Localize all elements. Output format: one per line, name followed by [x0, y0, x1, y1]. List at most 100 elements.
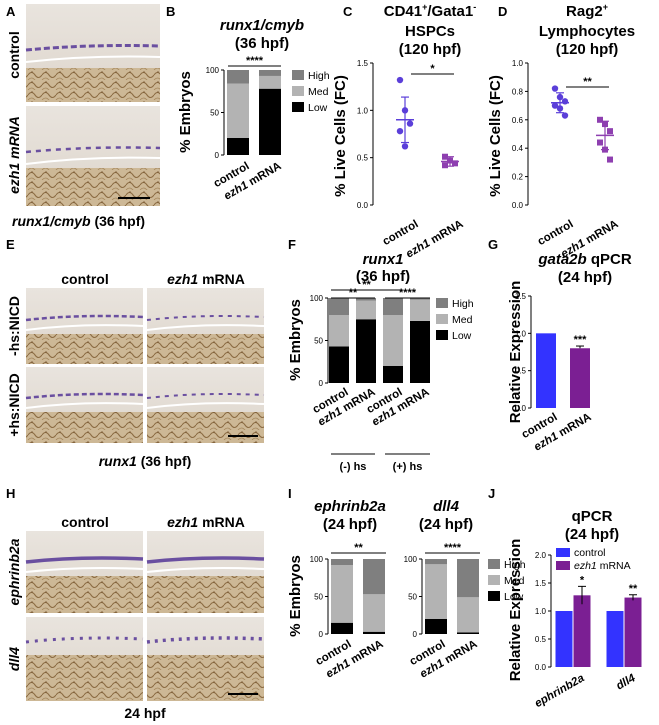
chart-i-legend-swatch-med: [488, 575, 500, 585]
chart-f-y-tick-label: 0: [319, 379, 324, 388]
chart-j-legend-label: control: [574, 547, 606, 559]
chart-i: ephrinb2a(24 hpf)dll4(24 hpf)% Embryos 05…: [287, 498, 526, 681]
chart-f-title: runx1: [363, 251, 404, 268]
chart-f-bar-high: [410, 298, 430, 300]
chart-b-bar-low: [227, 138, 249, 155]
chart-g-y-tick-label: 0.5: [515, 367, 527, 376]
chart-b-legend-label-low: Low: [308, 102, 328, 114]
chart-j-y-tick-label: 1.5: [535, 579, 547, 588]
chart-f-legend-label-med: Med: [452, 314, 473, 326]
panel-letter-c: C: [343, 4, 353, 19]
chart-d-y-tick-label: 0.6: [512, 116, 524, 125]
panel-e-row-label-minus: -hs:NICD: [6, 296, 22, 356]
chart-d-point: [597, 139, 603, 146]
chart-d-y-tick-label: 0.4: [512, 144, 524, 153]
chart-c-subtitle: HSPCs: [405, 23, 455, 40]
chart-i-0-bar-low: [363, 631, 385, 634]
chart-c-sig-label: *: [430, 63, 435, 75]
panel-a-row-label-ezh1: ezh1 mRNA: [6, 116, 22, 194]
chart-j-y-label: Relative Expression: [507, 539, 524, 682]
chart-i-1-bar-med: [425, 564, 447, 619]
chart-f-bar-high: [329, 298, 349, 315]
chart-j-y-tick-label: 1.0: [535, 607, 547, 616]
chart-i-legend-swatch-high: [488, 559, 500, 569]
chart-i-0-y-tick-label: 0: [319, 630, 324, 639]
panel-letter-h: H: [6, 486, 15, 501]
chart-i-1-y-tick-label: 50: [408, 593, 417, 602]
chart-f-group-label: (-) hs: [340, 461, 367, 473]
chart-i-title-1: dll4: [433, 498, 459, 515]
chart-j-subtitle: (24 hpf): [565, 526, 619, 543]
chart-i-subtitle-0: (24 hpf): [323, 516, 377, 533]
chart-d-y-label: % Live Cells (FC): [487, 75, 504, 197]
chart-d-y-tick-label: 1.0: [512, 59, 524, 68]
chart-f-bar-low: [356, 319, 376, 383]
chart-f-y-label: % Embryos: [287, 299, 304, 381]
chart-f-bar-low: [329, 346, 349, 383]
chart-c-point: [396, 127, 404, 135]
chart-c-point: [442, 162, 448, 169]
chart-f-sig-label: **: [349, 287, 358, 299]
chart-j-y-tick-label: 2.0: [535, 551, 547, 560]
chart-b-bar-high: [227, 70, 249, 84]
chart-c-point: [442, 153, 448, 160]
chart-f-bar-med: [383, 315, 403, 366]
chart-g-subtitle: (24 hpf): [558, 269, 612, 286]
chart-i-1-sig-label: ****: [444, 542, 462, 554]
chart-g-y-tick-label: 1.0: [515, 329, 527, 338]
chart-g-title: gata2b qPCR: [537, 251, 632, 268]
panel-letter-a: A: [6, 4, 16, 19]
chart-f-sig-label: **: [362, 279, 371, 291]
chart-j-bar-control: [606, 611, 624, 667]
chart-i-title-0: ephrinb2a: [314, 498, 386, 515]
chart-f-legend-swatch-med: [436, 314, 448, 324]
chart-i-legend-label-high: High: [504, 559, 526, 571]
panel-e-col-label-control: control: [61, 271, 108, 287]
chart-f-group-label: (+) hs: [393, 461, 423, 473]
chart-g-sig-label: ***: [574, 334, 588, 346]
chart-f-y-tick-label: 50: [314, 337, 323, 346]
chart-i-1-bar-high: [457, 559, 479, 598]
panel-letter-f: F: [288, 237, 296, 252]
chart-d-point: [607, 156, 613, 163]
chart-j-sig-label: **: [629, 583, 638, 595]
chart-g-bar-ezh1: [570, 348, 590, 408]
chart-f-legend-label-low: Low: [452, 330, 472, 342]
chart-f-bar-high: [383, 298, 403, 315]
chart-b-subtitle: (36 hpf): [235, 35, 289, 52]
chart-d-subtitle2: (120 hpf): [556, 41, 619, 58]
chart-b-y-tick-label: 100: [206, 66, 220, 75]
panel-letter-d: D: [498, 4, 507, 19]
panel-letter-i: I: [288, 486, 292, 501]
chart-i-0-bar-high: [363, 559, 385, 595]
chart-c-point: [401, 143, 409, 150]
panel-letter-g: G: [488, 237, 498, 252]
chart-i-y-label: % Embryos: [287, 555, 304, 637]
chart-i-0-bar-low: [331, 622, 353, 634]
chart-j-x-tick-label: dll4: [614, 672, 638, 693]
panel-a-caption: runx1/cmyb (36 hpf): [12, 213, 145, 229]
chart-c-y-tick-label: 0.5: [357, 154, 369, 163]
chart-i-legend-label-med: Med: [504, 575, 525, 587]
chart-g-y-tick-label: 1.5: [515, 292, 527, 301]
chart-c-point: [406, 120, 414, 127]
panel-h-col-label-ezh1: ezh1 mRNA: [167, 514, 245, 530]
chart-d-title: Rag2+: [566, 2, 608, 20]
chart-c-subtitle2: (120 hpf): [399, 41, 462, 58]
chart-i-0-sig-label: **: [354, 542, 363, 554]
chart-f-legend-swatch-low: [436, 330, 448, 340]
chart-j: qPCR(24 hpf) 0.0 0.5 1.0 1.5 2.0 Relative Expr…: [507, 508, 642, 710]
chart-j-sig-label: *: [580, 574, 585, 586]
chart-j-legend-label: ezh1 mRNA: [574, 560, 631, 572]
chart-c-y-tick-label: 1.5: [357, 59, 369, 68]
chart-f-bar-med: [356, 300, 376, 320]
chart-d-subtitle: Lymphocytes: [539, 23, 635, 40]
panel-e-col-label-ezh1: ezh1 mRNA: [167, 271, 245, 287]
chart-d-y-tick-label: 0.2: [512, 173, 524, 182]
panel-h-col-label-control: control: [61, 514, 108, 530]
